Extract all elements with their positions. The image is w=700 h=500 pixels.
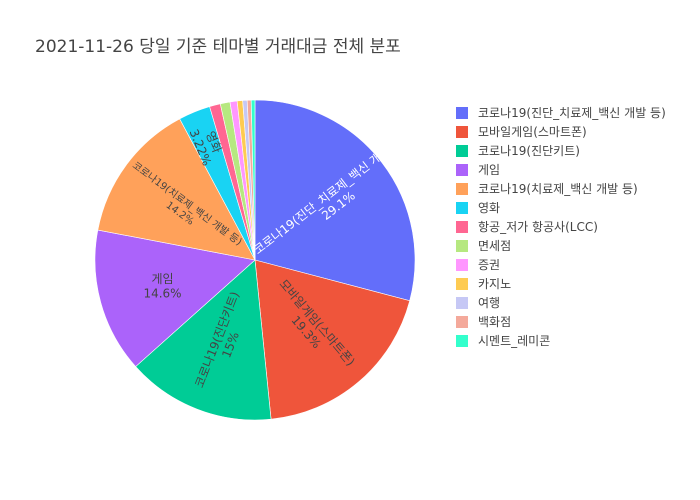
- legend-label: 항공_저가 항공사(LCC): [478, 220, 598, 234]
- legend-label: 면세점: [478, 239, 511, 253]
- pie-slice[interactable]: [254, 259, 411, 420]
- legend-swatch: [456, 335, 468, 347]
- legend-swatch: [456, 183, 468, 195]
- legend-item[interactable]: 코로나19(진단키트): [456, 144, 580, 158]
- legend-swatch: [456, 297, 468, 309]
- legend-label: 코로나19(치료제_백신 개발 등): [478, 182, 638, 196]
- legend-label: 코로나19(진단_치료제_백신 개발 등): [478, 106, 666, 120]
- legend-label: 시멘트_레미콘: [478, 334, 550, 348]
- pie-slices: [94, 99, 416, 421]
- pie-slice[interactable]: [250, 99, 256, 261]
- legend-label: 모바일게임(스마트폰): [478, 125, 587, 139]
- legend-swatch: [456, 278, 468, 290]
- pie-slice-label-value: 14.6%: [143, 287, 181, 301]
- legend-item[interactable]: 면세점: [456, 239, 511, 253]
- legend-swatch: [456, 164, 468, 176]
- legend-item[interactable]: 카지노: [456, 277, 511, 291]
- legend-label: 증권: [478, 258, 500, 272]
- legend-item[interactable]: 항공_저가 항공사(LCC): [456, 220, 598, 234]
- chart-title: 2021-11-26 당일 기준 테마별 거래대금 전체 분포: [35, 37, 401, 57]
- legend-label: 게임: [478, 163, 500, 177]
- legend-label: 코로나19(진단키트): [478, 144, 580, 158]
- legend-swatch: [456, 259, 468, 271]
- legend-item[interactable]: 시멘트_레미콘: [456, 334, 550, 348]
- pie-slice-label: 게임 14.6%: [143, 272, 181, 300]
- pie-slice[interactable]: [94, 229, 256, 367]
- legend-swatch: [456, 107, 468, 119]
- legend-item[interactable]: 영화: [456, 201, 500, 215]
- legend-swatch: [456, 202, 468, 214]
- legend-item[interactable]: 게임: [456, 163, 500, 177]
- legend-swatch: [456, 145, 468, 157]
- legend-item[interactable]: 모바일게임(스마트폰): [456, 125, 587, 139]
- pie-slice[interactable]: [254, 99, 416, 302]
- legend-item[interactable]: 코로나19(치료제_백신 개발 등): [456, 182, 638, 196]
- legend: 코로나19(진단_치료제_백신 개발 등) 모바일게임(스마트폰) 코로나19(진단…: [456, 106, 666, 348]
- legend-label: 백화점: [478, 315, 511, 329]
- legend-swatch: [456, 126, 468, 138]
- legend-label: 여행: [478, 295, 500, 310]
- legend-swatch: [456, 316, 468, 328]
- pie-slice[interactable]: [135, 259, 272, 421]
- pie-slice-label-name: 게임: [151, 272, 173, 286]
- legend-item[interactable]: 여행: [456, 295, 500, 310]
- legend-item[interactable]: 백화점: [456, 315, 511, 329]
- pie-slice[interactable]: [97, 118, 256, 261]
- legend-item[interactable]: 증권: [456, 258, 500, 272]
- legend-swatch: [456, 221, 468, 233]
- legend-item[interactable]: 코로나19(진단_치료제_백신 개발 등): [456, 106, 666, 120]
- legend-swatch: [456, 240, 468, 252]
- legend-label: 카지노: [478, 277, 511, 291]
- legend-label: 영화: [478, 201, 500, 215]
